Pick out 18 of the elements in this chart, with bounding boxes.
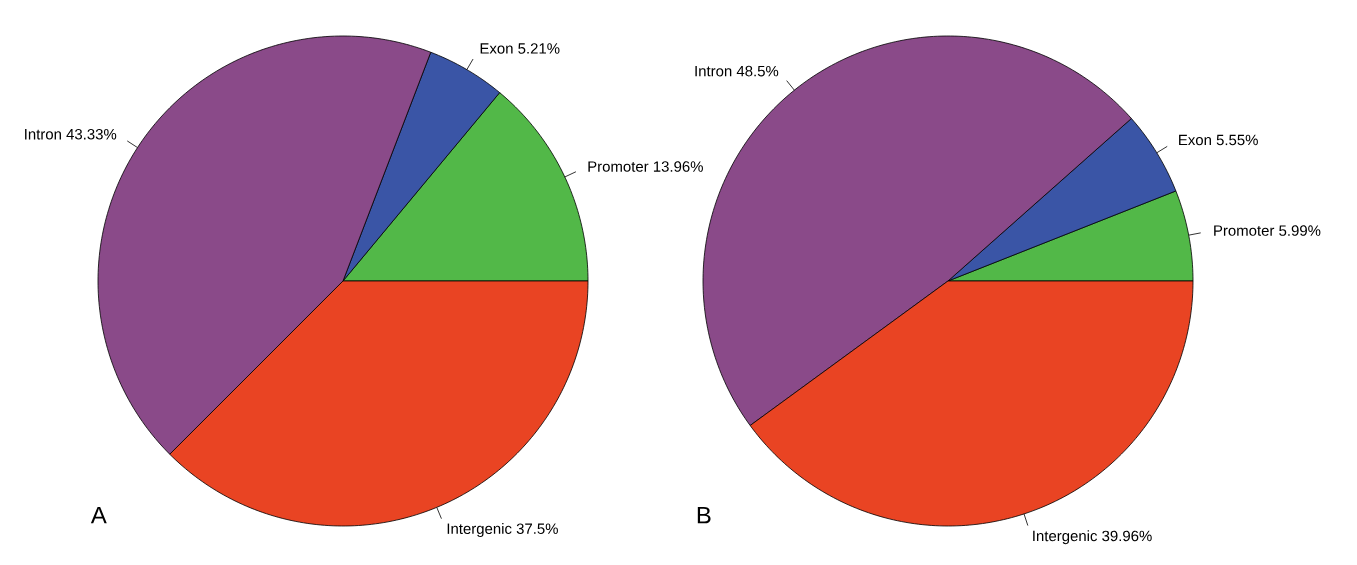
slice-label: Intergenic xyxy=(447,523,512,537)
slice-label: Promoter xyxy=(588,161,649,172)
data-label: 5.21% xyxy=(518,43,560,54)
data-label: 39.96% xyxy=(1102,530,1152,542)
data-label: 5.99% xyxy=(1279,225,1321,236)
slice-label: Exon xyxy=(480,43,513,54)
data-label: 48.5% xyxy=(736,65,779,77)
slice-label: Promoter xyxy=(1214,225,1275,236)
slice-label: Exon xyxy=(1179,134,1211,146)
data-label: 5.55% xyxy=(1216,134,1258,146)
data-label: 37.5% xyxy=(516,523,558,534)
text: A xyxy=(90,506,107,524)
data-label: 13.96% xyxy=(653,161,703,172)
slice-label: Intron xyxy=(25,129,61,140)
data-label: 43.33% xyxy=(66,128,117,140)
slice-label: Intergenic xyxy=(1033,530,1098,545)
text: B xyxy=(697,506,711,524)
slice-label: Intron xyxy=(695,65,732,77)
